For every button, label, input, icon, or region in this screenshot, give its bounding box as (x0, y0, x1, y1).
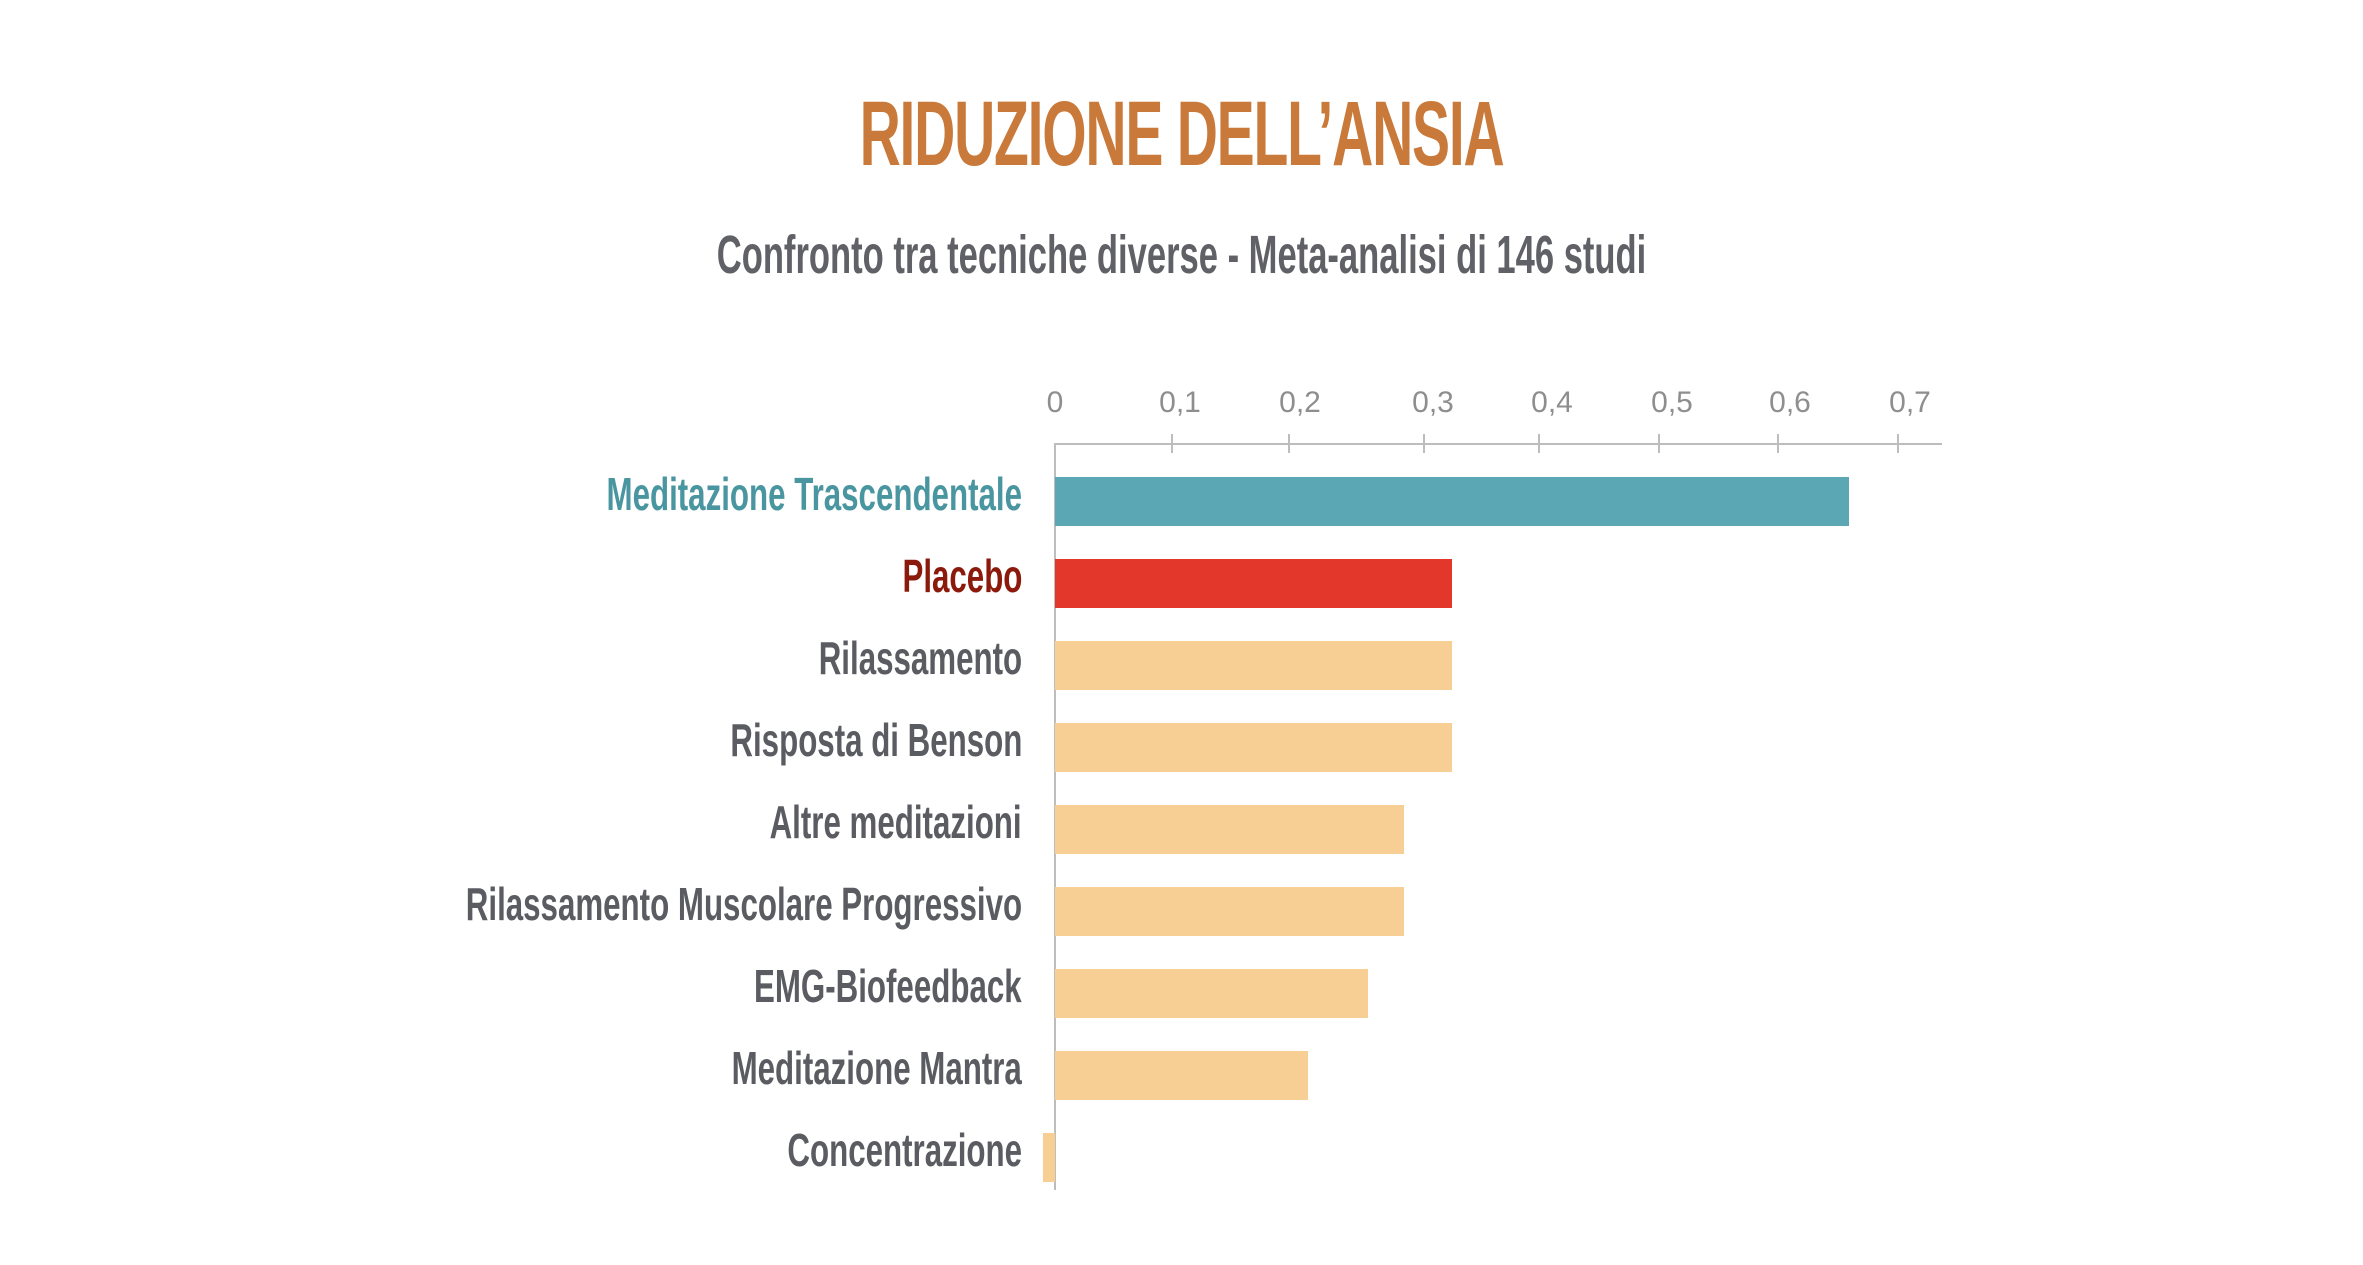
chart-title: RIDUZIONE DELL’ANSIA (859, 83, 1505, 185)
tick-label: 0,5 (1651, 386, 1693, 419)
row-label: Rilassamento Muscolare Progressivo (465, 878, 1022, 930)
tick-label: 0,2 (1279, 386, 1321, 419)
row-label: Risposta di Benson (730, 714, 1022, 766)
tick-label: 0,4 (1531, 386, 1573, 419)
tick-mark (1423, 434, 1425, 453)
bar (1055, 969, 1368, 1018)
tick-label: 0,3 (1412, 386, 1454, 419)
tick-mark (1658, 434, 1660, 453)
row-label: Rilassamento (818, 632, 1022, 684)
bar (1055, 887, 1404, 936)
row-label: Concentrazione (787, 1124, 1022, 1176)
bar (1055, 1051, 1308, 1100)
x-axis-line (1054, 443, 1942, 445)
tick-mark (1538, 434, 1540, 453)
bar (1055, 805, 1404, 854)
tick-mark (1777, 434, 1779, 453)
tick-mark (1897, 434, 1899, 453)
row-label: EMG-Biofeedback (754, 960, 1022, 1012)
row-label: Altre meditazioni (769, 796, 1022, 848)
bar (1042, 1133, 1055, 1182)
bar (1055, 641, 1452, 690)
bar (1055, 559, 1452, 608)
row-label: Meditazione Mantra (731, 1042, 1022, 1094)
tick-mark (1171, 434, 1173, 453)
tick-label: 0,6 (1769, 386, 1811, 419)
bar (1055, 723, 1452, 772)
row-label: Placebo (902, 550, 1022, 602)
tick-label: 0,7 (1889, 386, 1931, 419)
tick-mark (1288, 434, 1290, 453)
tick-label: 0,1 (1159, 386, 1201, 419)
tick-label: 0 (1046, 386, 1064, 419)
bar (1055, 477, 1849, 526)
chart-subtitle: Confronto tra tecniche diverse - Meta-an… (716, 225, 1647, 285)
row-label: Meditazione Trascendentale (606, 468, 1022, 520)
